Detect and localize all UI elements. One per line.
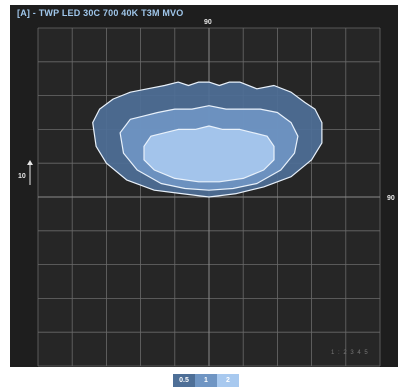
legend-item[interactable]: 0.5 (173, 374, 195, 387)
top-angle-label: 90 (204, 19, 212, 26)
right-angle-label: 90 (387, 195, 395, 202)
contour-2 (143, 125, 275, 183)
contours (92, 81, 323, 198)
legend: 0.5 1 2 (173, 374, 239, 387)
left-scale-label: 10 (18, 173, 26, 180)
legend-item[interactable]: 2 (217, 374, 239, 387)
legend-item[interactable]: 1 (195, 374, 217, 387)
scale-marker: 1 : 2 3 4 5 (331, 350, 369, 356)
chart-title: [A] - TWP LED 30C 700 40K T3M MVO (17, 8, 184, 18)
scale-indicator-arrow (27, 160, 33, 165)
